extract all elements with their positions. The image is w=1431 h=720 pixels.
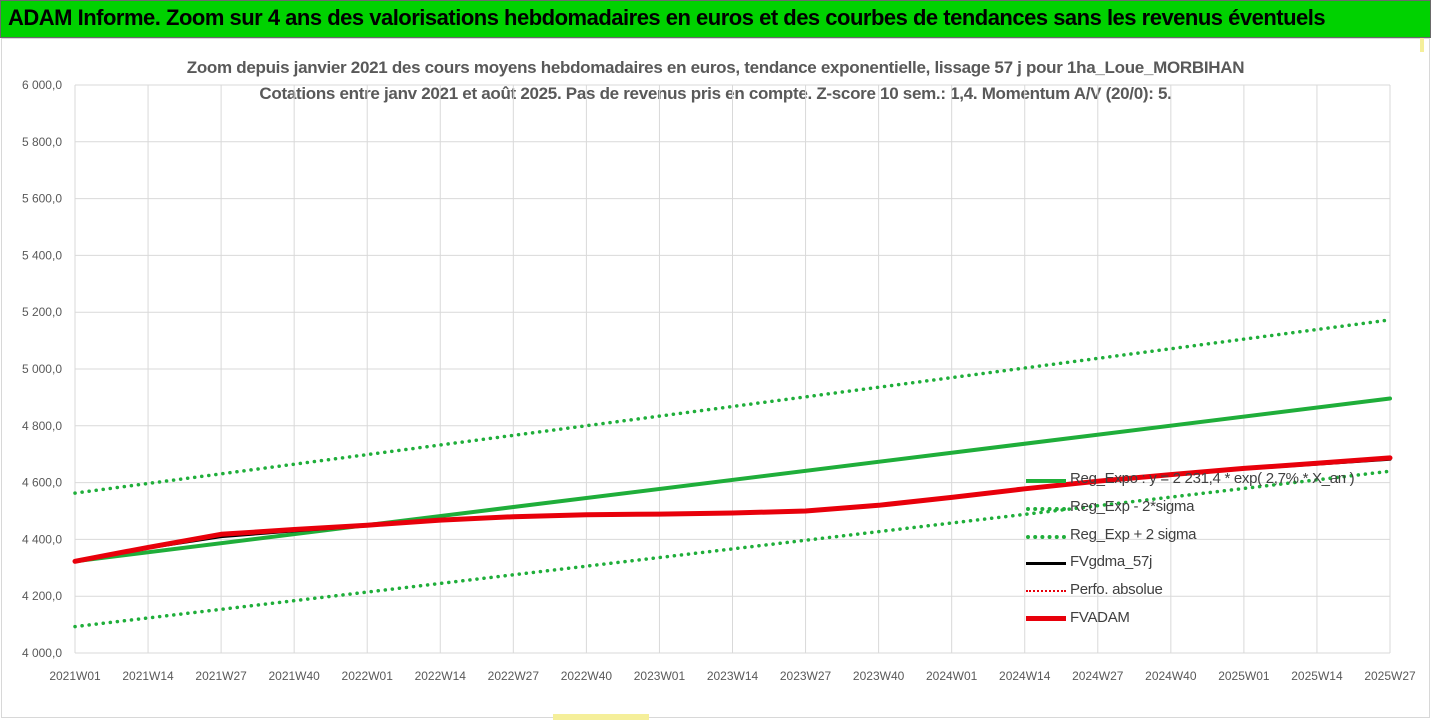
legend-swatch bbox=[1026, 562, 1066, 566]
legend-label: Reg_Exp + 2 sigma bbox=[1070, 525, 1197, 543]
y-tick-label: 4 200,0 bbox=[22, 589, 62, 603]
legend-swatch bbox=[1026, 534, 1066, 539]
series-line bbox=[74, 456, 1391, 563]
x-tick-label: 2023W01 bbox=[634, 669, 686, 683]
x-tick-label: 2021W01 bbox=[49, 669, 101, 683]
y-tick-label: 5 000,0 bbox=[22, 362, 62, 376]
y-tick-label: 5 400,0 bbox=[22, 248, 62, 262]
chart-grid bbox=[74, 84, 1391, 654]
x-tick-label: 2024W27 bbox=[1072, 669, 1124, 683]
x-tick-label: 2022W01 bbox=[342, 669, 394, 683]
x-tick-label: 2021W40 bbox=[268, 669, 320, 683]
series-line bbox=[73, 318, 1392, 495]
legend-swatch bbox=[1026, 590, 1066, 593]
y-tick-label: 5 600,0 bbox=[22, 192, 62, 206]
x-tick-label: 2024W40 bbox=[1145, 669, 1197, 683]
chart-subtitle: Cotations entre janv 2021 et août 2025. … bbox=[259, 84, 1172, 103]
y-tick-label: 5 800,0 bbox=[22, 135, 62, 149]
x-tick-label: 2023W14 bbox=[707, 669, 759, 683]
x-axis: 2021W01 2021W14 2021W27 2021W40 2022W01 2022W… bbox=[49, 669, 1416, 683]
x-tick-label: 2022W14 bbox=[415, 669, 467, 683]
legend-label: FVgdma_57j bbox=[1070, 553, 1153, 571]
x-tick-label: 2021W27 bbox=[195, 669, 247, 683]
x-tick-label: 2024W01 bbox=[926, 669, 978, 683]
series-line bbox=[73, 396, 1392, 564]
chart-series bbox=[72, 318, 1393, 629]
x-tick-label: 2025W27 bbox=[1364, 669, 1416, 683]
report-title: ADAM Informe. Zoom sur 4 ans des valoris… bbox=[8, 5, 1326, 30]
decorative-corner bbox=[1420, 38, 1424, 52]
report-banner: ADAM Informe. Zoom sur 4 ans des valoris… bbox=[0, 0, 1431, 38]
legend-label: FVADAM bbox=[1070, 609, 1130, 626]
decorative-bar bbox=[553, 714, 649, 720]
legend-label: Reg_Exp - 2*sigma bbox=[1070, 497, 1195, 515]
chart-title: Zoom depuis janvier 2021 des cours moyen… bbox=[186, 58, 1245, 77]
x-tick-label: 2025W14 bbox=[1291, 669, 1343, 683]
x-tick-label: 2025W01 bbox=[1218, 669, 1270, 683]
x-tick-label: 2022W27 bbox=[488, 669, 540, 683]
y-axis: 6 000,0 5 800,0 5 600,0 5 400,0 5 200,0 5 000… bbox=[22, 78, 62, 660]
y-tick-label: 6 000,0 bbox=[22, 78, 62, 92]
legend-swatch bbox=[1026, 506, 1066, 511]
y-tick-label: 4 800,0 bbox=[22, 419, 62, 433]
y-tick-label: 4 600,0 bbox=[22, 476, 62, 490]
y-tick-label: 5 200,0 bbox=[22, 305, 62, 319]
y-tick-label: 4 400,0 bbox=[22, 532, 62, 546]
legend-label: Reg_Expo : y = 2 231,4 * exp( 2,7% * X_a… bbox=[1070, 470, 1355, 487]
x-tick-label: 2024W14 bbox=[999, 669, 1051, 683]
x-tick-label: 2022W40 bbox=[561, 669, 613, 683]
x-tick-label: 2023W40 bbox=[853, 669, 905, 683]
x-tick-label: 2023W27 bbox=[780, 669, 832, 683]
chart-area bbox=[1, 38, 1430, 718]
series-line bbox=[73, 469, 1392, 629]
legend-label: Perfo. absolue bbox=[1070, 581, 1163, 599]
y-tick-label: 4 000,0 bbox=[22, 646, 62, 660]
x-tick-label: 2021W14 bbox=[122, 669, 174, 683]
legend-swatch bbox=[1026, 479, 1066, 483]
legend-swatch bbox=[1026, 616, 1066, 621]
